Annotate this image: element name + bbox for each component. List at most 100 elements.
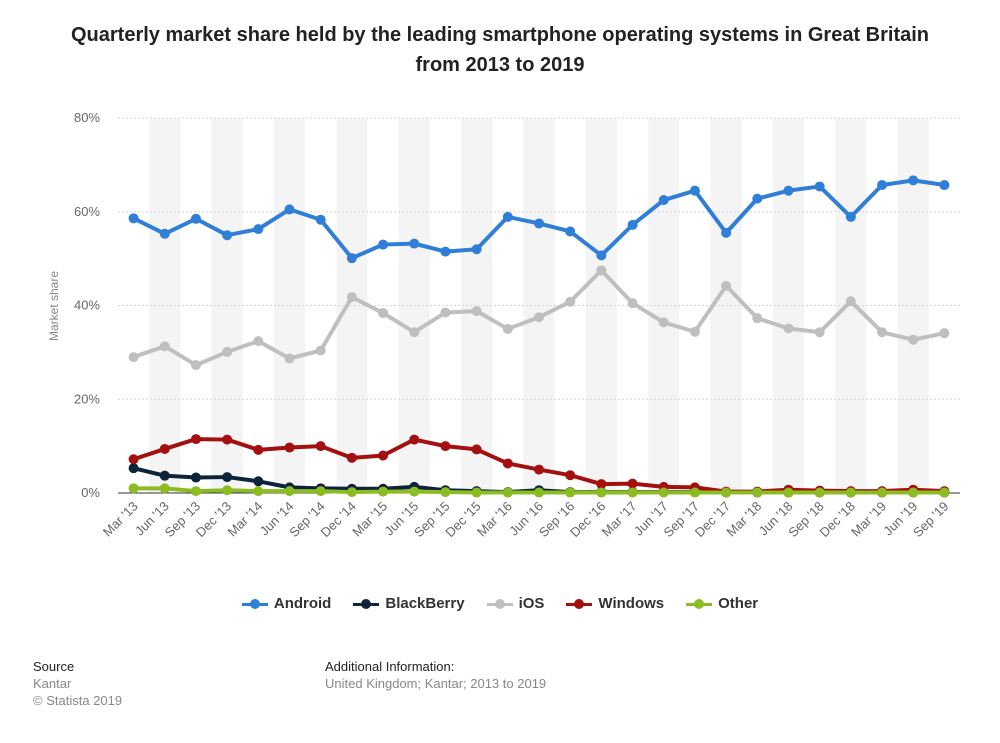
data-point[interactable]	[596, 479, 607, 490]
data-point[interactable]	[939, 328, 950, 339]
data-point[interactable]	[346, 452, 357, 463]
data-point[interactable]	[159, 483, 170, 494]
data-point[interactable]	[565, 470, 576, 481]
data-point[interactable]	[253, 224, 264, 235]
legend-item[interactable]: Other	[686, 595, 758, 612]
data-point[interactable]	[346, 487, 357, 498]
data-point[interactable]	[128, 483, 139, 494]
data-point[interactable]	[845, 487, 856, 498]
data-point[interactable]	[440, 307, 451, 318]
data-point[interactable]	[814, 327, 825, 338]
data-point[interactable]	[908, 334, 919, 345]
data-point[interactable]	[222, 472, 233, 483]
data-point[interactable]	[939, 180, 950, 191]
data-point[interactable]	[222, 485, 233, 496]
data-point[interactable]	[721, 487, 732, 498]
data-point[interactable]	[253, 476, 264, 487]
data-point[interactable]	[190, 434, 201, 445]
data-point[interactable]	[752, 193, 763, 204]
data-point[interactable]	[440, 487, 451, 498]
data-point[interactable]	[378, 308, 389, 318]
data-point[interactable]	[159, 443, 170, 454]
data-point[interactable]	[128, 213, 139, 224]
data-point[interactable]	[752, 313, 763, 324]
data-point[interactable]	[190, 486, 201, 497]
data-point[interactable]	[284, 353, 295, 364]
data-point[interactable]	[534, 464, 544, 475]
data-point[interactable]	[253, 486, 264, 497]
data-point[interactable]	[471, 444, 482, 455]
data-point[interactable]	[845, 296, 856, 307]
data-point[interactable]	[689, 185, 700, 196]
data-point[interactable]	[502, 211, 513, 222]
data-point[interactable]	[783, 323, 794, 334]
data-point[interactable]	[222, 230, 233, 241]
data-point[interactable]	[596, 265, 607, 276]
data-point[interactable]	[128, 454, 139, 465]
data-point[interactable]	[627, 487, 638, 498]
legend-item[interactable]: Windows	[566, 595, 664, 612]
data-point[interactable]	[159, 341, 170, 352]
data-point[interactable]	[471, 306, 482, 317]
data-point[interactable]	[565, 226, 576, 237]
data-point[interactable]	[502, 323, 513, 334]
data-point[interactable]	[128, 463, 139, 474]
data-point[interactable]	[658, 487, 669, 498]
data-point[interactable]	[284, 486, 295, 497]
data-point[interactable]	[877, 327, 888, 338]
data-point[interactable]	[721, 280, 732, 291]
data-point[interactable]	[534, 487, 544, 498]
data-point[interactable]	[877, 180, 888, 191]
data-point[interactable]	[284, 442, 295, 453]
data-point[interactable]	[658, 317, 669, 328]
data-point[interactable]	[378, 239, 389, 250]
data-point[interactable]	[534, 312, 544, 323]
data-point[interactable]	[627, 298, 638, 309]
data-point[interactable]	[284, 204, 295, 215]
data-point[interactable]	[128, 352, 139, 363]
data-point[interactable]	[689, 487, 700, 498]
data-point[interactable]	[783, 487, 794, 498]
data-point[interactable]	[346, 253, 357, 264]
data-point[interactable]	[315, 486, 326, 497]
data-point[interactable]	[502, 487, 513, 498]
data-point[interactable]	[845, 211, 856, 222]
legend-item[interactable]: Android	[241, 595, 331, 612]
data-point[interactable]	[190, 213, 201, 224]
data-point[interactable]	[814, 487, 825, 498]
data-point[interactable]	[315, 441, 326, 452]
data-point[interactable]	[627, 219, 638, 230]
data-point[interactable]	[471, 244, 482, 255]
data-point[interactable]	[440, 246, 451, 257]
data-point[interactable]	[190, 472, 201, 483]
data-point[interactable]	[315, 345, 326, 356]
data-point[interactable]	[471, 487, 482, 498]
legend-item[interactable]: iOS	[486, 595, 544, 612]
data-point[interactable]	[190, 360, 201, 371]
data-point[interactable]	[409, 327, 420, 338]
data-point[interactable]	[222, 346, 233, 357]
data-point[interactable]	[440, 441, 451, 452]
data-point[interactable]	[814, 181, 825, 192]
data-point[interactable]	[315, 214, 326, 225]
data-point[interactable]	[877, 487, 888, 498]
data-point[interactable]	[627, 478, 638, 489]
data-point[interactable]	[378, 486, 389, 497]
data-point[interactable]	[565, 487, 576, 498]
data-point[interactable]	[378, 450, 389, 461]
data-point[interactable]	[253, 444, 264, 455]
data-point[interactable]	[596, 250, 607, 261]
data-point[interactable]	[502, 458, 513, 469]
data-point[interactable]	[752, 487, 763, 498]
data-point[interactable]	[658, 195, 669, 206]
data-point[interactable]	[565, 296, 576, 307]
data-point[interactable]	[409, 486, 420, 497]
legend-item[interactable]: BlackBerry	[353, 595, 465, 612]
data-point[interactable]	[253, 336, 264, 347]
data-point[interactable]	[721, 227, 732, 238]
data-point[interactable]	[534, 218, 544, 229]
data-point[interactable]	[222, 434, 233, 445]
data-point[interactable]	[908, 175, 919, 186]
data-point[interactable]	[939, 487, 950, 498]
data-point[interactable]	[409, 434, 420, 445]
